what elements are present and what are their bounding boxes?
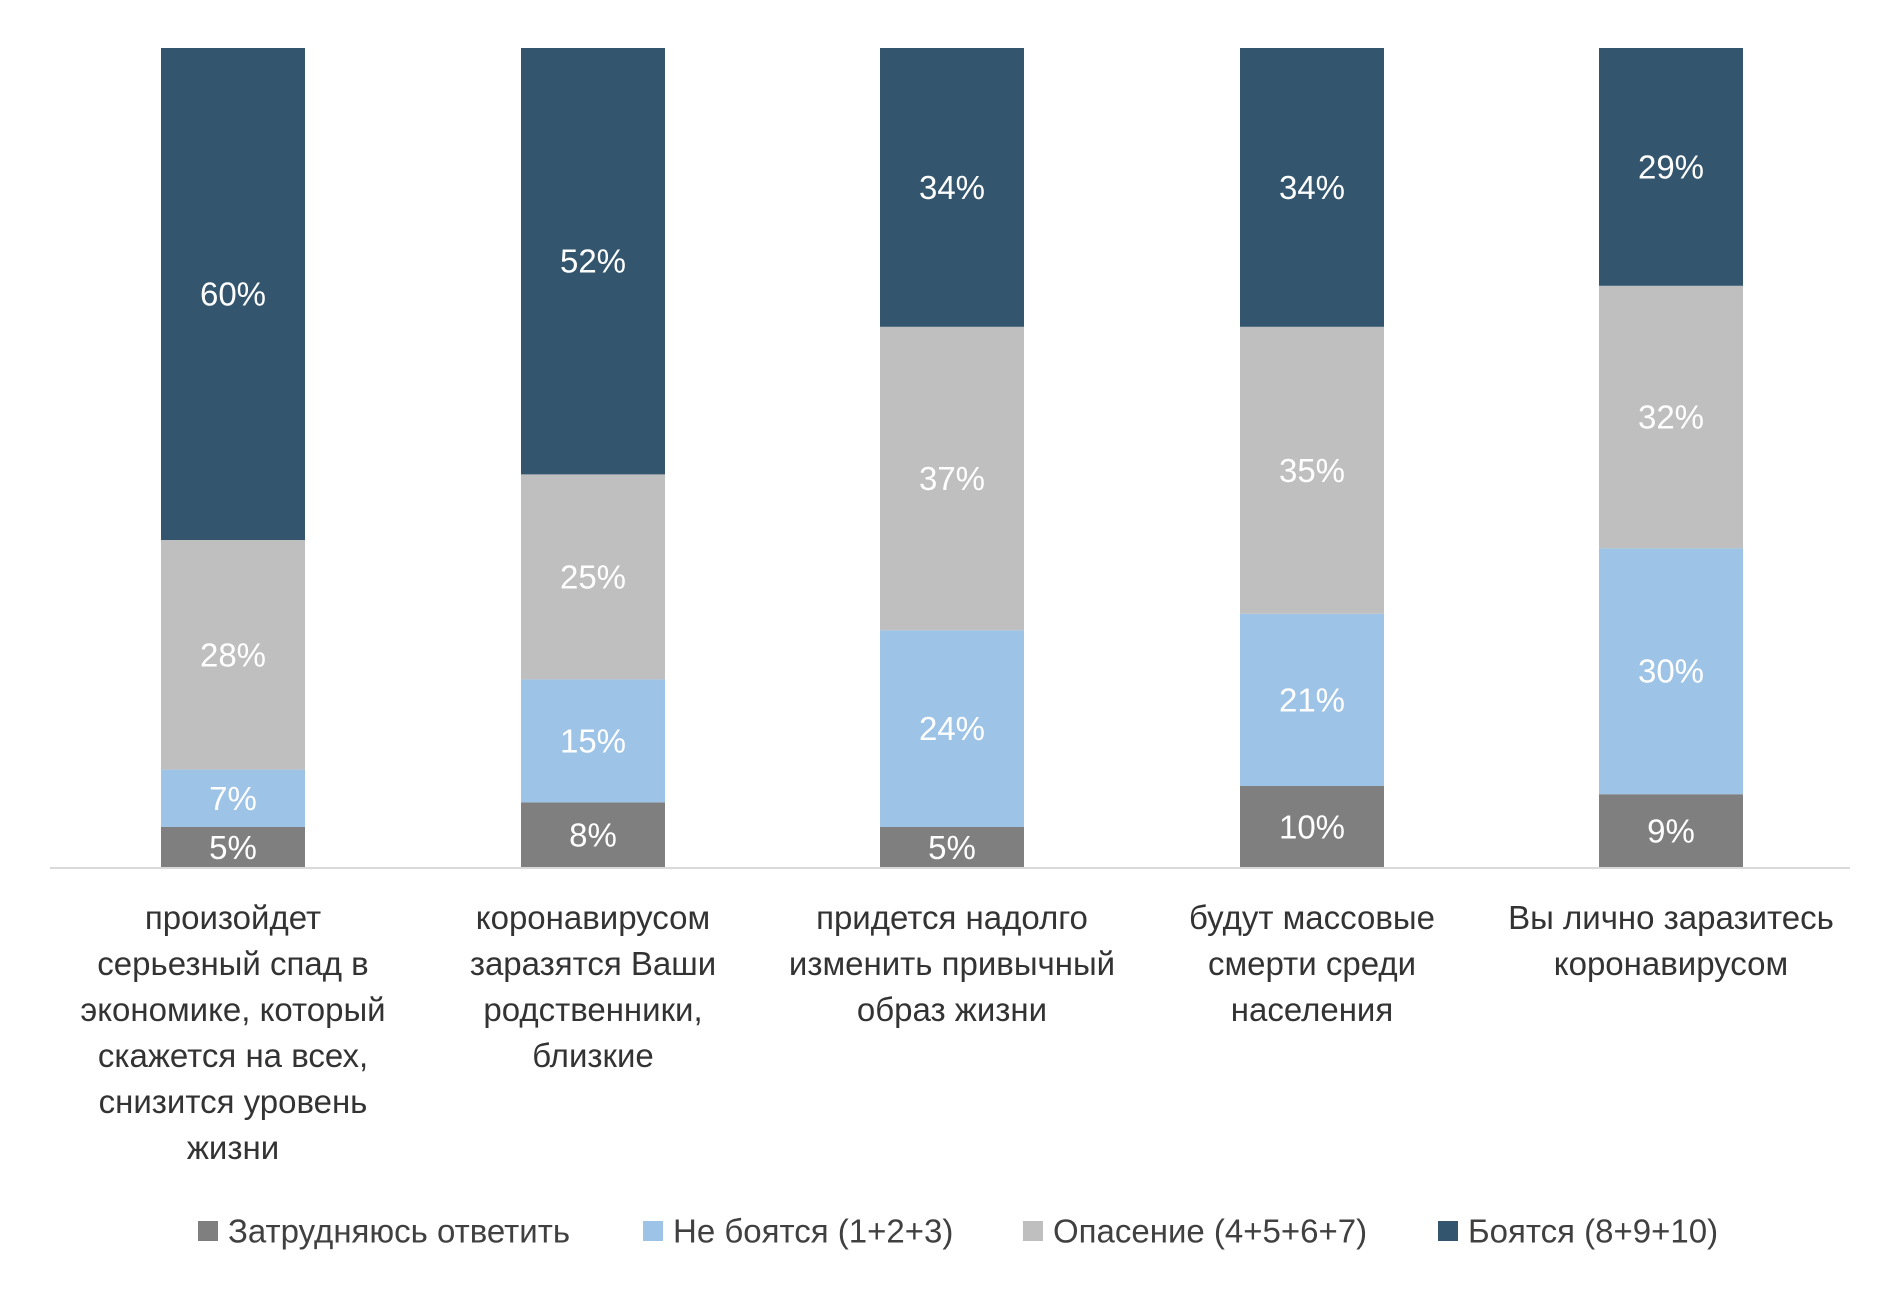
category-label: заразятся Ваши [470,945,716,982]
data-label: 34% [919,169,985,206]
legend-label: Не боятся (1+2+3) [673,1213,953,1250]
bar-segment [521,474,665,680]
data-label: 7% [209,780,257,817]
data-label: 10% [1279,809,1345,846]
bar-segment [880,48,1024,327]
category-label: смерти среди [1208,945,1416,982]
bar-segment [880,630,1024,827]
data-label: 5% [209,829,257,866]
bar-segment [161,540,305,770]
data-label: 25% [560,558,626,595]
data-label: 35% [1279,452,1345,489]
bar-segment [161,769,305,827]
bar-segment [1599,548,1743,795]
data-label: 37% [919,460,985,497]
category-label: придется надолго [816,899,1088,936]
category-label: серьезный спад в [97,945,368,982]
data-label: 5% [928,829,976,866]
bar-segment [1599,285,1743,549]
bar-segment [1599,794,1743,868]
data-label: 15% [560,722,626,759]
legend-label: Затрудняюсь ответить [228,1213,570,1250]
legend-swatch [1023,1221,1043,1241]
category-label: родственники, [483,991,702,1028]
category-label: Вы лично заразитесь [1508,899,1834,936]
data-label: 8% [569,817,617,854]
legend-swatch [643,1221,663,1241]
category-label: изменить привычный [789,945,1115,982]
bar-segment [521,802,665,868]
bars-layer: 5% 7% 28% 60% 8% 15% 25% 52% 5% 24% 37% 34% 10% 21% 35… [161,48,1743,868]
bar-segment [1599,48,1743,286]
category-label: экономике, который [80,991,385,1028]
bar-segment [880,326,1024,631]
bar-segment [1240,326,1384,614]
data-label: 34% [1279,169,1345,206]
category-labels: произойдет серьезный спад в экономике, кот… [80,899,1833,1166]
data-label: 30% [1638,653,1704,690]
category-label: населения [1231,991,1393,1028]
category-label: снизится уровень [99,1083,368,1120]
category-label: близкие [532,1037,653,1074]
legend-label: Боятся (8+9+10) [1468,1213,1718,1250]
data-label: 28% [200,636,266,673]
data-label: 9% [1647,813,1695,850]
legend-label: Опасение (4+5+6+7) [1053,1213,1367,1250]
category-label: коронавирусом [1554,945,1788,982]
legend-swatch [198,1221,218,1241]
bar-segment [1240,786,1384,868]
category-label: будут массовые [1189,899,1435,936]
bar-segment [521,679,665,803]
data-label: 21% [1279,681,1345,718]
data-label: 29% [1638,148,1704,185]
legend-swatch [1438,1221,1458,1241]
bar-segment [161,48,305,540]
data-label: 52% [560,243,626,280]
bar-segment [880,827,1024,868]
data-label: 60% [200,276,266,313]
bar-segment [1240,48,1384,327]
data-label: 24% [919,710,985,747]
legend: Затрудняюсь ответить Не боятся (1+2+3) Опа… [198,1213,1718,1250]
category-label: произойдет [145,899,321,936]
bar-segment [1240,613,1384,786]
category-label: образ жизни [857,991,1047,1028]
category-label: коронавирусом [476,899,710,936]
category-label: скажется на всех, [98,1037,368,1074]
bar-segment [521,48,665,475]
bar-segment [161,827,305,868]
category-label: жизни [187,1129,279,1166]
data-label: 32% [1638,399,1704,436]
